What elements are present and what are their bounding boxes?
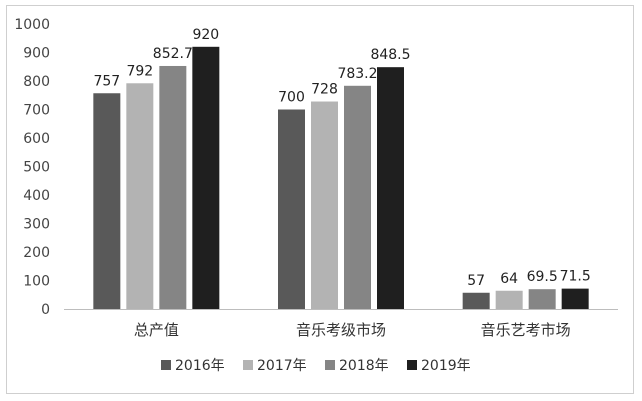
y-tick-label: 0 (41, 302, 50, 318)
data-label: 64 (500, 271, 518, 287)
y-tick-label: 900 (23, 46, 50, 62)
bar-1-2 (278, 109, 305, 309)
bar-2-3 (495, 290, 523, 309)
y-tick-label: 100 (23, 274, 50, 290)
data-label: 757 (93, 73, 120, 89)
x-category-label: 音乐艺考市场 (481, 321, 571, 339)
y-tick-label: 700 (23, 103, 50, 119)
legend-label: 2019年 (421, 358, 471, 374)
y-tick-label: 300 (23, 217, 50, 233)
bar-4-1 (192, 46, 220, 310)
bar-2-2 (311, 101, 338, 310)
legend-label: 2018年 (339, 358, 389, 374)
bar-3-1 (159, 65, 187, 309)
legend-swatch (161, 360, 171, 370)
data-label: 728 (311, 82, 338, 98)
data-label: 69.5 (527, 269, 558, 285)
x-category-label: 总产值 (134, 321, 179, 339)
bar-3-3 (528, 289, 556, 309)
x-category-label: 音乐考级市场 (296, 321, 386, 339)
legend-swatch (407, 360, 417, 370)
y-tick-label: 500 (23, 160, 50, 176)
y-tick-label: 400 (23, 188, 50, 204)
y-tick-label: 600 (23, 131, 50, 147)
bar-1-3 (462, 292, 490, 309)
bar-4-3 (561, 288, 589, 309)
legend-label: 2017年 (257, 358, 307, 374)
bar-1-1 (93, 93, 121, 309)
y-tick-label: 800 (23, 74, 50, 90)
data-label: 700 (278, 90, 305, 106)
data-label: 852.7 (153, 46, 193, 62)
data-label: 920 (192, 27, 219, 43)
data-label: 792 (126, 63, 153, 79)
data-label: 848.5 (370, 47, 410, 63)
legend-swatch (243, 360, 253, 370)
legend-label: 2016年 (175, 358, 225, 374)
y-tick-label: 1000 (14, 17, 50, 33)
legend-swatch (325, 360, 335, 370)
bar-4-2 (377, 67, 404, 310)
data-label: 783.2 (337, 66, 377, 82)
data-label: 71.5 (560, 269, 591, 285)
bar-3-2 (344, 85, 371, 310)
y-tick-label: 200 (23, 245, 50, 261)
data-label: 57 (467, 273, 485, 289)
bar-2-1 (126, 83, 154, 309)
